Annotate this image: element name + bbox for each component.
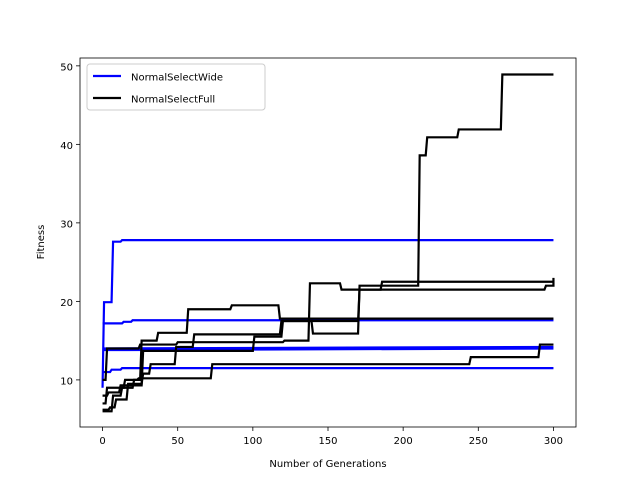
y-tick-label: 10 <box>60 376 73 387</box>
legend: NormalSelectWide NormalSelectFull <box>86 63 266 111</box>
legend-label-full: NormalSelectFull <box>131 95 215 106</box>
y-tick-label: 30 <box>60 219 73 230</box>
series-line-full-8 <box>102 73 554 411</box>
x-axis: 0 50 100 150 200 250 300 <box>99 427 563 447</box>
series-line-full-7 <box>102 304 554 405</box>
x-tick-label: 150 <box>318 436 337 447</box>
y-axis-label: Fitness <box>36 225 47 260</box>
series-line-wide-1 <box>102 319 554 325</box>
plot-area <box>80 58 576 427</box>
x-tick-label: 100 <box>243 436 262 447</box>
x-axis-label: Number of Generations <box>269 459 386 470</box>
y-axis: 10 20 30 40 50 <box>60 62 80 387</box>
y-tick-label: 50 <box>60 62 73 73</box>
legend-label-wide: NormalSelectWide <box>131 73 223 84</box>
series-line-full-9 <box>102 277 555 397</box>
plot-frame <box>79 57 577 428</box>
legend-box <box>86 63 266 111</box>
x-tick-label: 200 <box>394 436 413 447</box>
series-layer <box>101 73 555 413</box>
x-tick-label: 300 <box>544 436 563 447</box>
y-tick-label: 20 <box>60 298 73 309</box>
x-tick-label: 0 <box>99 436 105 447</box>
x-tick-label: 250 <box>469 436 488 447</box>
y-tick-label: 40 <box>60 141 73 152</box>
series-line-wide-2 <box>102 367 554 374</box>
series-line-wide-4 <box>102 345 554 350</box>
x-tick-label: 50 <box>171 436 184 447</box>
series-line-wide-0 <box>101 239 554 388</box>
